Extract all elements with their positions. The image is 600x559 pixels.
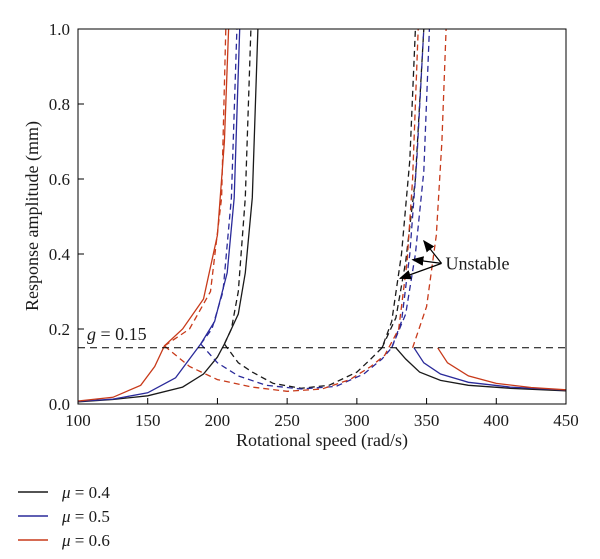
- x-tick-label: 400: [484, 411, 510, 430]
- y-tick-label: 0.6: [49, 170, 70, 189]
- series-2-stable-right-line: [413, 347, 566, 391]
- series-1-stable-left-line: [78, 29, 259, 403]
- legend-label: μ = 0.4: [61, 483, 110, 502]
- x-tick-label: 450: [553, 411, 579, 430]
- y-tick-label: 0.4: [49, 245, 71, 264]
- series-3-unstable-left-line: [164, 29, 227, 347]
- y-tick-label: 1.0: [49, 20, 70, 39]
- y-tick-label: 0.8: [49, 95, 70, 114]
- x-tick-label: 150: [135, 411, 161, 430]
- x-tick-label: 200: [205, 411, 231, 430]
- legend-label: μ = 0.5: [61, 507, 110, 526]
- annotation-group: Unstable: [398, 239, 510, 280]
- series-1-unstable-dip-line: [223, 29, 417, 389]
- series-1-unstable-left-line: [223, 29, 252, 345]
- series-2-unstable-dip-line: [200, 29, 425, 390]
- legend: μ = 0.4μ = 0.5μ = 0.6: [18, 483, 110, 550]
- y-axis-title: Response amplitude (mm): [22, 121, 43, 311]
- threshold-group: g = 0.15: [78, 324, 566, 349]
- x-tick-label: 100: [65, 411, 91, 430]
- series-2-stable-left-line: [78, 29, 241, 403]
- series-3-stable-left-line: [78, 29, 230, 402]
- series-3-unstable-dip-line: [163, 29, 419, 392]
- y-axis: 0.0 0.2 0.4 0.6 0.8 1.0: [49, 20, 84, 414]
- plot-series-group: [78, 29, 566, 403]
- unstable-arrow: [411, 256, 442, 266]
- plot-frame: [77, 28, 567, 405]
- x-axis-title: Rotational speed (rad/s): [236, 430, 408, 451]
- series-2-unstable-left-line: [200, 29, 238, 345]
- threshold-label: g = 0.15: [87, 324, 147, 344]
- series-2-unstable-right-line: [391, 29, 431, 349]
- legend-var: μ: [61, 507, 71, 526]
- legend-var: μ: [61, 531, 71, 550]
- legend-var: μ: [61, 483, 71, 502]
- legend-value: = 0.5: [71, 507, 110, 526]
- x-tick-label: 350: [414, 411, 440, 430]
- series-1-unstable-right-line: [381, 29, 425, 349]
- unstable-arrow: [423, 239, 443, 264]
- y-tick-label: 0.0: [49, 395, 70, 414]
- unstable-annotation-label: Unstable: [446, 253, 510, 273]
- threshold-label-value: = 0.15: [96, 324, 147, 344]
- series-3-unstable-right-line: [411, 29, 447, 349]
- y-tick-label: 0.2: [49, 320, 70, 339]
- x-tick-label: 250: [274, 411, 300, 430]
- x-axis: 100 150 200 250 300 350 400 450: [65, 398, 579, 430]
- legend-value: = 0.6: [71, 531, 110, 550]
- threshold-label-var: g: [87, 324, 96, 344]
- x-tick-label: 300: [344, 411, 370, 430]
- series-3-stable-right-line: [437, 347, 566, 391]
- legend-value: = 0.4: [71, 483, 111, 502]
- legend-label: μ = 0.6: [61, 531, 110, 550]
- series-1-stable-right-line: [395, 347, 566, 392]
- unstable-arrow: [398, 262, 442, 280]
